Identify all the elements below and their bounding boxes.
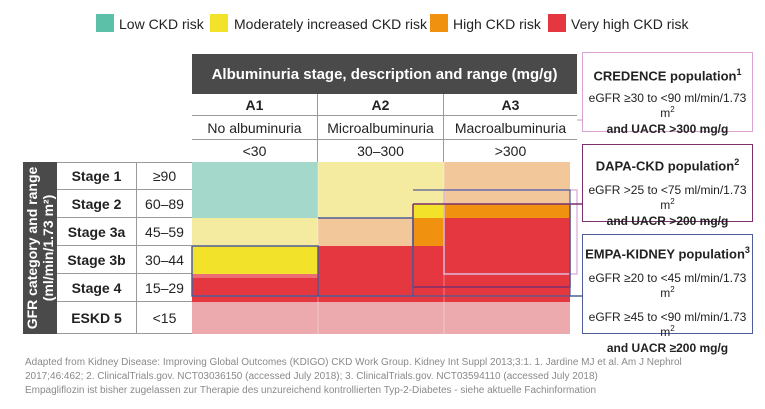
empa-title: EMPA-KIDNEY population: [585, 246, 745, 262]
cell-s2-a1: [192, 190, 318, 218]
cell-s2-a3-dapa: [444, 204, 570, 218]
empa-line3: and UACR ≥200 mg/g: [606, 341, 729, 356]
credence-line2: and UACR >300 mg/g: [606, 122, 729, 137]
empa-line2: eGFR ≥45 to <90 ml/min/1.73 m: [588, 310, 747, 340]
col-a1-stage: A1: [192, 94, 318, 116]
col-a3-stage: A3: [444, 94, 577, 116]
col-a2-range: 30–300: [318, 140, 444, 162]
dapa-line2: and UACR >200 mg/g: [606, 214, 729, 229]
cell-s2-a2-dapa: [413, 204, 444, 218]
credence-line1: eGFR ≥30 to <90 ml/min/1.73 m: [588, 91, 747, 121]
dapa-box: DAPA-CKD population2 eGFR >25 to <75 ml/…: [582, 144, 753, 228]
very-high-risk-label: Very high CKD risk: [571, 16, 689, 32]
high-risk-swatch: [430, 14, 448, 32]
gfr-stage-1: Stage 1: [57, 162, 137, 190]
empa-line1: eGFR ≥20 to <45 ml/min/1.73 m: [588, 271, 747, 301]
cell-s3b-a1: [192, 246, 318, 274]
col-a3-range: >300: [494, 143, 527, 159]
col-a1-description: No albuminuria: [192, 116, 318, 140]
cell-s3b-a3: [444, 246, 570, 274]
gfr-range-3b: 30–44: [137, 246, 192, 274]
cell-s1-a3: [444, 162, 570, 190]
empa-ref: 3: [744, 245, 750, 255]
credence-box: CREDENCE population1 eGFR ≥30 to <90 ml/…: [582, 52, 753, 136]
footnote-line1: Adapted from Kidney Disease: Improving G…: [25, 357, 682, 368]
cell-s4-a1: [192, 274, 318, 302]
gfr-stage-5: ESKD 5: [57, 302, 137, 334]
cell-s3a-a2-dapa: [413, 218, 444, 246]
credence-title: CREDENCE population: [593, 68, 737, 84]
cell-s4-a3: [444, 274, 570, 302]
very-high-risk-swatch: [548, 14, 566, 32]
moderate-risk-swatch: [210, 14, 228, 32]
col-a2-description: Microalbuminuria: [318, 116, 444, 140]
gfr-stage-3b: Stage 3b: [57, 246, 137, 274]
low-risk-label: Low CKD risk: [119, 16, 204, 32]
gfr-range-4: 15–29: [137, 274, 192, 302]
low-risk-swatch: [96, 14, 114, 32]
credence-ref: 1: [736, 67, 742, 77]
albuminuria-title: Albuminuria stage, description and range…: [192, 54, 577, 94]
gfr-axis-label-box: GFR category and range (ml/min/1.73 m²): [23, 162, 57, 334]
gfr-range-3a: 45–59: [137, 218, 192, 246]
footnote-line3: Empagliflozin ist bisher zugelassen zur …: [25, 385, 597, 396]
dapa-line1: eGFR >25 to <75 ml/min/1.73 m: [588, 183, 747, 213]
dapa-ref: 2: [734, 157, 740, 167]
cell-s4-a2: [318, 274, 444, 302]
gfr-stage-4: Stage 4: [57, 274, 137, 302]
gfr-range-5: <15: [137, 302, 192, 334]
empa-outline-a3: [413, 189, 571, 297]
col-a3-description: Macroalbuminuria: [444, 116, 577, 140]
empa-outline-a2: [318, 217, 414, 297]
footnote-line2: 2017;46:462; 2. ClinicalTrials.gov. NCT0…: [25, 371, 598, 382]
high-risk-label: High CKD risk: [453, 16, 541, 32]
cell-s1-a1: [192, 162, 318, 190]
cell-s1-a2: [318, 162, 444, 190]
gfr-range-2: 60–89: [137, 190, 192, 218]
cell-s5-all: [192, 302, 570, 334]
dapa-title: DAPA-CKD population: [595, 158, 735, 174]
gfr-range-1: ≥90: [137, 162, 192, 190]
col-a2-stage: A2: [318, 94, 444, 116]
cell-s3b-a2: [318, 246, 444, 274]
col-a1-range: <30: [192, 140, 318, 162]
cell-s3a-a3: [444, 218, 570, 246]
gfr-stage-3a: Stage 3a: [57, 218, 137, 246]
cell-s3a-a1: [192, 218, 318, 246]
gfr-stage-2: Stage 2: [57, 190, 137, 218]
moderate-risk-label: Moderately increased CKD risk: [234, 16, 427, 32]
empa-box: EMPA-KIDNEY population3 eGFR ≥20 to <45 …: [582, 234, 753, 355]
